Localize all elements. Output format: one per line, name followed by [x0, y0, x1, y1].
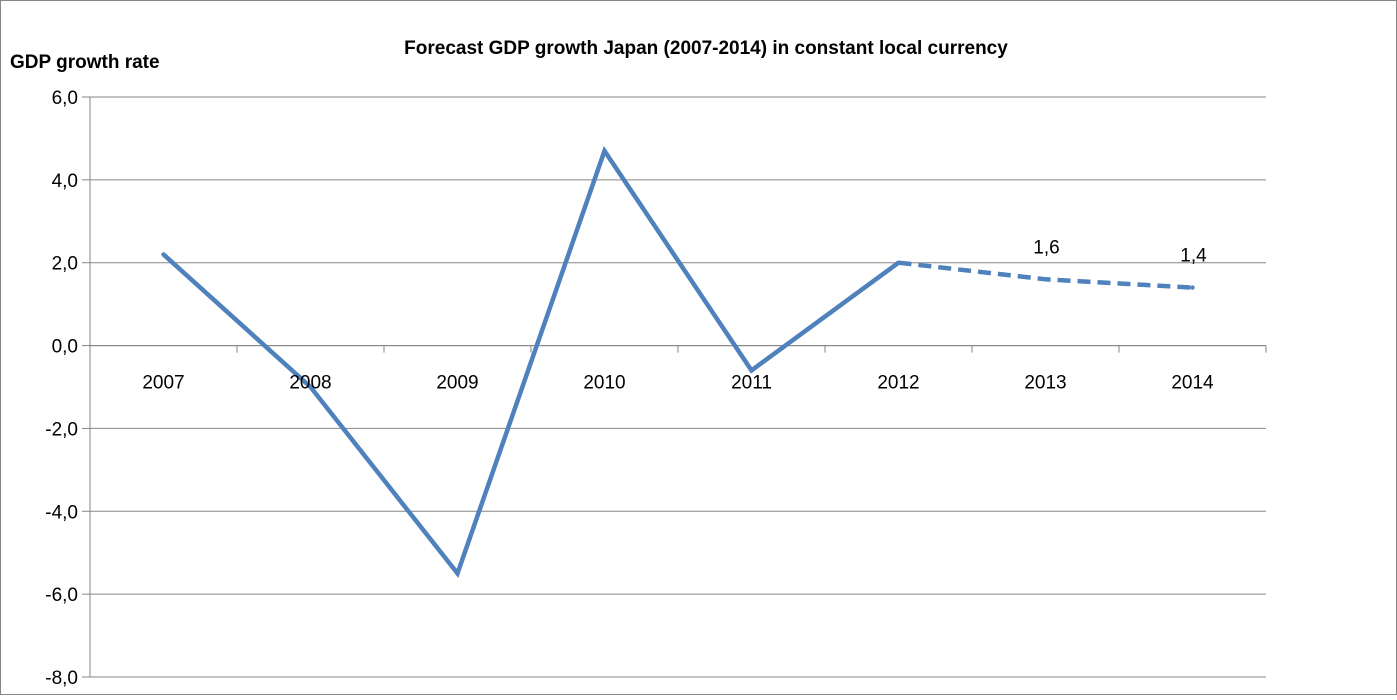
y-tick-label: -2,0 [45, 419, 78, 440]
y-tick-label: 6,0 [52, 88, 78, 109]
data-point-2010 [602, 148, 607, 154]
x-tick-label: 2012 [877, 373, 919, 394]
data-point-2013 [1043, 277, 1048, 282]
series-layer [161, 145, 1195, 579]
x-tick-label: 2008 [289, 373, 331, 394]
x-tick-label: 2010 [583, 373, 625, 394]
data-point-2008 [308, 384, 313, 390]
data-point-2009 [455, 571, 460, 576]
data-label-2014: 1,4 [1180, 246, 1207, 267]
x-tick-label: 2013 [1024, 373, 1066, 394]
x-tick-label: 2011 [731, 373, 772, 394]
x-tick-label: 2009 [436, 373, 478, 394]
chart-title: Forecast GDP growth Japan (2007-2014) in… [404, 38, 1008, 59]
y-axis-title: GDP growth rate [10, 52, 160, 73]
x-tick-label: 2014 [1171, 373, 1214, 394]
data-point-2007 [161, 252, 166, 257]
series-line-actual [161, 145, 900, 579]
y-tick-label: -4,0 [45, 502, 78, 523]
y-tick-label: 2,0 [52, 254, 78, 275]
y-tick-label: 0,0 [52, 337, 78, 358]
data-point-2012 [896, 260, 901, 265]
x-tick-label: 2007 [142, 373, 184, 394]
y-tick-label: 4,0 [52, 171, 78, 192]
y-tick-label: -8,0 [45, 668, 78, 689]
data-label-2013: 1,6 [1033, 237, 1059, 258]
y-tick-label: -6,0 [45, 585, 78, 606]
axes [82, 96, 1267, 678]
labels: -8,0 -6,0 -4,0 -2,0 0,0 2,0 4,0 6,0 2007 2008 2009… [45, 88, 1214, 689]
data-point-2011 [749, 368, 754, 373]
data-point-2014 [1190, 285, 1195, 290]
